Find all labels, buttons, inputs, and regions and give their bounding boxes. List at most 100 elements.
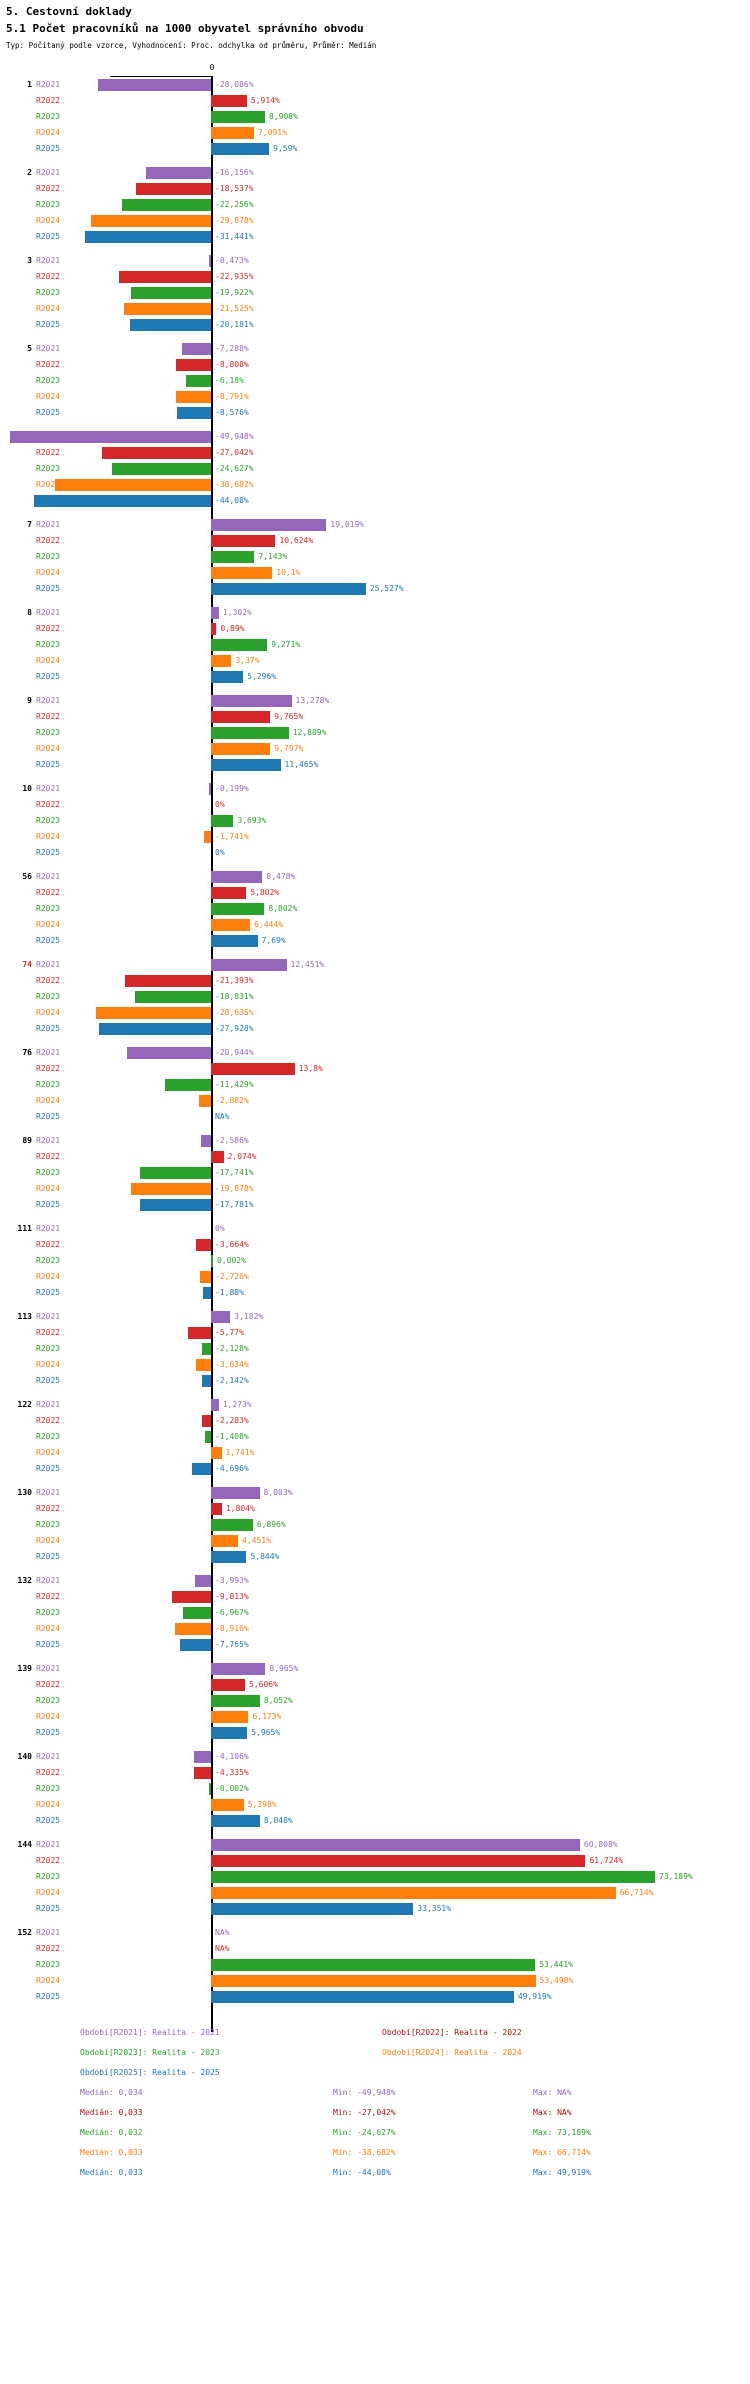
- axis-top-line: [110, 76, 213, 77]
- legend-entry: Období[R2021]: Realita - 2021: [80, 2028, 220, 2037]
- bar-row-series-label: R2021: [36, 784, 61, 793]
- bar-row: R2022 -2,283%: [0, 1413, 750, 1429]
- bar-track: -28,086%: [0, 77, 750, 93]
- bar-value-label: -0,199%: [215, 784, 249, 793]
- bar-track: 73,189%: [0, 1869, 750, 1885]
- bar-row: R2024 -29,878%: [0, 213, 750, 229]
- bar: [211, 535, 276, 547]
- legend-stat-min: Min: -44,08%: [333, 2168, 391, 2177]
- bar-row-series-label: R2025: [36, 1640, 61, 1649]
- bar-value-label: 5,296%: [247, 672, 277, 681]
- bar-track: -0,473%: [0, 253, 750, 269]
- bar: [129, 319, 211, 331]
- bar-track: 6,173%: [0, 1709, 750, 1725]
- bar: [209, 1783, 211, 1795]
- bar: [192, 1463, 211, 1475]
- bar-track: -8,576%: [0, 405, 750, 421]
- bar-row: R2023 -18,831%: [0, 989, 750, 1005]
- bar-value-label: 53,498%: [539, 1976, 574, 1985]
- bar-row-series-label: R2024: [36, 1360, 61, 1369]
- bar-track: 5,914%: [0, 93, 750, 109]
- bar-track: 25,527%: [0, 581, 750, 597]
- bar: [211, 1519, 253, 1531]
- legend-stat-row: Medián: 0,033 Min: -38,682% Max: 66,714%: [0, 2143, 750, 2163]
- legend-stat-median: Medián: 0,034: [80, 2088, 143, 2097]
- bar: [211, 903, 265, 915]
- bar: [211, 143, 270, 155]
- bar-value-label: 12,451%: [290, 960, 325, 969]
- bar-track: 61,724%: [0, 1853, 750, 1869]
- bar-track: 8,802%: [0, 901, 750, 917]
- bar: [124, 303, 211, 315]
- bar-track: 5,606%: [0, 1677, 750, 1693]
- bar-group: 6R2021-49,948%R2022-27,042%R2023-24,627%…: [0, 429, 750, 509]
- bar-value-label: -8,808%: [215, 360, 249, 369]
- bar-row: R2021 19,019%: [0, 517, 750, 533]
- bar-value-label: NA%: [215, 1112, 230, 1121]
- bar-track: -24,627%: [0, 461, 750, 477]
- bar-row-series-label: R2022: [36, 624, 61, 633]
- bar-track: 8,965%: [0, 1661, 750, 1677]
- bar-row: R2025 7,69%: [0, 933, 750, 949]
- bar: [193, 1767, 211, 1779]
- bar-value-label: -5,77%: [215, 1328, 244, 1337]
- bar-value-label: 12,809%: [292, 728, 327, 737]
- bar-row-series-label: R2023: [36, 1608, 61, 1617]
- bar-track: 5,965%: [0, 1725, 750, 1741]
- bar-track: 3,693%: [0, 813, 750, 829]
- bar-row-series-label: R2024: [36, 1712, 61, 1721]
- bar-row: R2022 0%: [0, 797, 750, 813]
- bar-row: R2021 8,003%: [0, 1485, 750, 1501]
- bar-value-label: 13,278%: [295, 696, 330, 705]
- bar: [211, 583, 366, 595]
- bar-row-series-label: R2023: [36, 1696, 61, 1705]
- bar-row: R2021 -0,199%: [0, 781, 750, 797]
- bar-value-label: -1,88%: [215, 1288, 244, 1297]
- bar-row: R2022 2,074%: [0, 1149, 750, 1165]
- bar: [102, 447, 211, 459]
- bar-group: 56 R2021 8,478% R2022 5,802% R2023 8,802% R2024…: [0, 869, 750, 949]
- bar: [136, 183, 211, 195]
- bar: [211, 815, 234, 827]
- bar-value-label: 73,189%: [659, 1872, 693, 1881]
- legend-row: Období[R2021]: Realita - 2021 Období[R202…: [0, 2023, 750, 2043]
- bar-track: -19,878%: [0, 1181, 750, 1197]
- bar-row-series-label: R2023: [36, 728, 61, 737]
- bar-row-series-label: R2021: [36, 1400, 61, 1409]
- bar-track: -2,882%: [0, 1093, 750, 1109]
- bar: [211, 1887, 616, 1899]
- bar-value-label: 6,896%: [256, 1520, 286, 1529]
- bar-row: R2021 -20,944%: [0, 1045, 750, 1061]
- bar-row: R2022 10,624%: [0, 533, 750, 549]
- bar-value-label: 8,052%: [263, 1696, 293, 1705]
- bar-track: -2,128%: [0, 1341, 750, 1357]
- bar-row: R2025 11,465%: [0, 757, 750, 773]
- bar-row-series-label: R2025: [36, 1288, 61, 1297]
- bar-value-label: 6,173%: [252, 1712, 282, 1721]
- bar-row: R2023 12,809%: [0, 725, 750, 741]
- bar-group: 132 R2021 -3,993% R2022 -9,813% R2023 -6,967% R…: [0, 1573, 750, 1653]
- bar-row: R2025 -2,142%: [0, 1373, 750, 1389]
- bar-row-series-label: R2024: [36, 1096, 61, 1105]
- bar-row-series-label: R2025: [36, 1376, 61, 1385]
- bar-row-series-label: R2024: [36, 1008, 61, 1017]
- bar-value-label: 8,965%: [269, 1664, 299, 1673]
- bar-row-series-label: R2021: [36, 1312, 61, 1321]
- bar-row-series-label: R2021: [36, 1048, 61, 1057]
- bar-row-series-label: R2024: [36, 920, 61, 929]
- bar-row-series-label: R2023: [36, 200, 61, 209]
- bar-row-series-label: R2021: [36, 168, 61, 177]
- bar-row-series-label: R2023: [36, 1432, 61, 1441]
- bar-track: 60,808%: [0, 1837, 750, 1853]
- bar: [211, 1535, 238, 1547]
- bar-track: -21,525%: [0, 301, 750, 317]
- bar: [95, 1007, 211, 1019]
- bar-row: R2024 53,498%: [0, 1973, 750, 1989]
- bar-value-label: 10,1%: [276, 568, 301, 577]
- legend-stat-median: Medián: 0,032: [80, 2128, 143, 2137]
- bar: [211, 623, 217, 635]
- bar-row: R2023 -24,627%: [0, 461, 750, 477]
- bar-value-label: -27,042%: [215, 448, 254, 457]
- bar-group-id: 130: [17, 1488, 32, 1497]
- bar-value-label: -44,08%: [215, 496, 249, 505]
